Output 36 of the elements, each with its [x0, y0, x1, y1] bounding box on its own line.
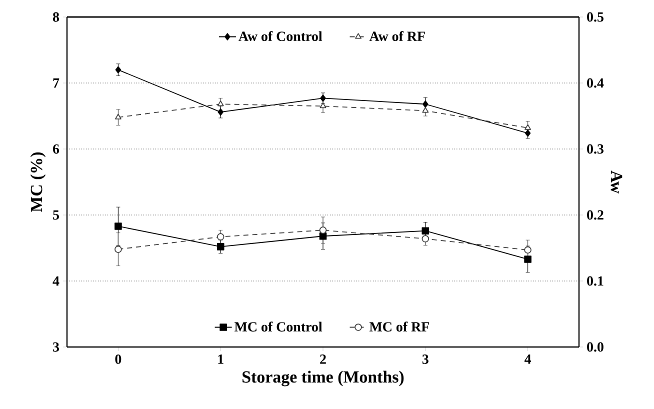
y-axis-title: MC (%)	[30, 152, 46, 212]
y2-axis-title: Aw	[610, 170, 622, 194]
y-tick-label: 8	[52, 12, 60, 22]
y2-tick-label: 0.4	[587, 78, 604, 88]
x-axis-title: Storage time (Months)	[242, 370, 404, 386]
y-tick-label: 3	[53, 342, 60, 352]
y2-tick-label: 0.2	[587, 210, 604, 220]
y2-tick-label: 0.5	[587, 12, 604, 22]
y2-tick-label: 0.1	[587, 276, 604, 286]
x-tick-label: 2	[320, 354, 326, 364]
point	[422, 107, 429, 113]
x-tick-label: 0	[115, 354, 122, 364]
point	[319, 232, 327, 240]
x-tick-label: 1	[218, 354, 224, 364]
legend-label: Aw of Control	[238, 31, 322, 42]
point	[422, 100, 428, 108]
legend-label: MC of Control	[234, 322, 322, 332]
x-tick-label: 4	[524, 354, 532, 364]
point	[524, 124, 532, 130]
point	[216, 243, 224, 250]
y-tick-label: 5	[53, 210, 59, 220]
point	[114, 114, 122, 120]
point	[422, 235, 430, 242]
y2-tick-label: 0.3	[587, 144, 604, 154]
y-tick-label: 7	[53, 78, 60, 88]
point	[319, 226, 327, 234]
y-tick-label: 4	[52, 276, 60, 286]
point	[524, 256, 532, 263]
x-tick-label: 3	[422, 354, 428, 364]
point	[422, 227, 430, 234]
point	[115, 66, 122, 74]
y-tick-label: 6	[52, 144, 60, 154]
point	[114, 222, 122, 230]
legend-label: MC of RF	[369, 322, 429, 332]
legend-label: Aw of RF	[369, 31, 425, 42]
y2-tick-label: 0.0	[587, 342, 604, 352]
